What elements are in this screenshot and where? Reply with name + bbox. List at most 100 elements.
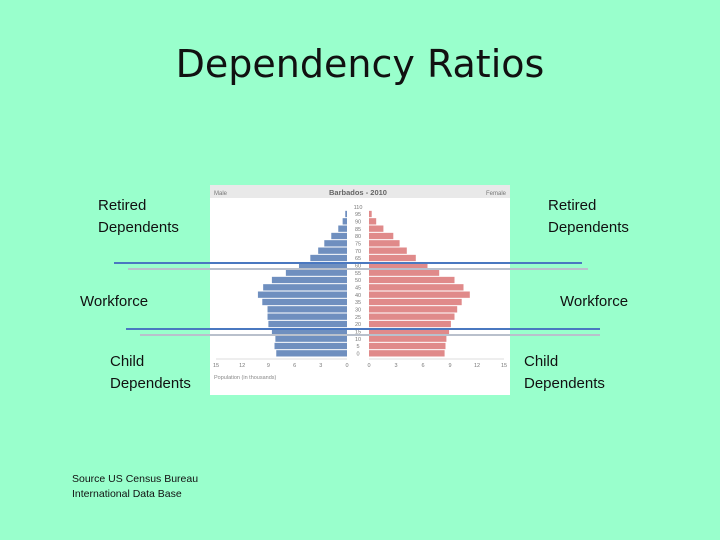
age-label-20: 20 [355,322,361,328]
male-bar-30 [267,306,347,313]
female-bar-90 [369,218,377,225]
age-label-60: 60 [355,264,361,270]
right-workforce-label: Workforce [560,293,629,310]
female-bar-30 [369,306,458,313]
male-bar-25 [267,313,347,320]
male-bar-60 [298,262,347,269]
male-bar-75 [324,240,347,247]
male-bar-80 [331,232,347,240]
right-retired-line-2: Dependents [548,219,629,236]
left-child-line-1: Child [110,353,145,370]
chart-header-band [210,185,510,198]
male-tick-5: 0 [345,363,348,369]
female-tick-4: 12 [474,363,480,369]
male-tick-2: 9 [267,363,270,369]
left-retired-line-1: Retired [98,197,147,214]
age-label-15: 15 [355,330,361,336]
female-bar-75 [369,240,400,247]
female-bar-65 [369,254,416,262]
age-label-35: 35 [355,300,361,306]
male-bar-45 [263,284,347,291]
female-bar-55 [369,269,440,276]
male-tick-4: 3 [319,363,322,369]
female-bar-95 [369,210,372,218]
right-child-line-2: Dependents [524,375,605,392]
female-bar-15 [369,328,450,335]
age-label-50: 50 [355,278,361,284]
age-label-10: 10 [355,337,361,343]
female-bar-85 [369,225,384,232]
left-retired-line-2: Dependents [98,219,179,236]
age-label-5: 5 [356,344,359,350]
female-bar-50 [369,276,455,284]
left-child-line-2: Dependents [110,375,191,392]
right-child-line-1: Child [524,353,559,370]
female-bar-60 [369,262,428,269]
source-note: Source US Census Bureau International Da… [72,472,198,502]
female-tick-0: 0 [367,363,370,369]
age-label-45: 45 [355,286,361,292]
age-label-40: 40 [355,293,361,299]
female-tick-1: 3 [394,363,397,369]
male-bar-35 [262,298,347,306]
male-bar-90 [342,218,347,225]
left-retired-label: Retired Dependents [98,195,179,239]
chart-title: Barbados - 2010 [329,188,387,197]
male-bar-50 [271,276,347,284]
female-tick-2: 6 [421,363,424,369]
female-bar-40 [369,291,470,298]
female-bar-70 [369,247,407,254]
left-child-label: Child Dependents [110,351,191,395]
female-bar-35 [369,298,462,306]
chart-left-header: Male [214,191,228,197]
retired-workforce-divider-light [128,268,588,270]
male-bar-65 [310,254,347,262]
source-line-2: International Data Base [72,488,182,500]
female-bar-10 [369,335,447,342]
source-line-1: Source US Census Bureau [72,473,199,485]
male-bar-70 [318,247,347,254]
age-label-65: 65 [355,256,361,262]
male-bar-85 [338,225,347,232]
age-label-0: 0 [356,352,359,358]
male-tick-0: 15 [213,363,219,369]
right-retired-label: Retired Dependents [548,195,629,239]
male-bar-40 [257,291,347,298]
age-label-110: 110 [354,205,363,211]
female-bar-25 [369,313,455,320]
female-bar-80 [369,232,394,240]
slide-title: Dependency Ratios [175,42,545,86]
age-label-85: 85 [355,227,361,233]
male-bar-0 [276,350,347,357]
left-workforce-label: Workforce [80,293,149,310]
workforce-child-divider-light [140,334,600,336]
female-bar-20 [369,320,451,328]
chart-right-header: Female [486,191,507,197]
female-tick-3: 9 [448,363,451,369]
age-label-75: 75 [355,242,361,248]
male-bar-55 [285,269,347,276]
age-label-95: 95 [355,212,361,218]
female-tick-5: 15 [501,363,507,369]
workforce-child-divider-dark [126,328,600,330]
age-label-55: 55 [355,271,361,277]
age-label-70: 70 [355,249,361,255]
chart-x-axis-label: Population (in thousands) [214,375,277,381]
population-pyramid-card: Male Female Barbados - 2010 110 95 90 85 80 75 70… [210,185,510,395]
female-bar-0 [369,350,445,357]
female-bar-45 [369,284,464,291]
male-bar-10 [275,335,347,342]
right-retired-line-1: Retired [548,197,597,214]
male-bar-15 [271,328,347,335]
age-label-25: 25 [355,315,361,321]
age-label-90: 90 [355,220,361,226]
male-bar-95 [345,210,347,218]
right-child-label: Child Dependents [524,351,605,395]
retired-workforce-divider-dark [114,262,582,264]
age-label-30: 30 [355,308,361,314]
female-bar-5 [369,342,446,350]
male-tick-3: 6 [293,363,296,369]
male-bar-20 [268,320,347,328]
